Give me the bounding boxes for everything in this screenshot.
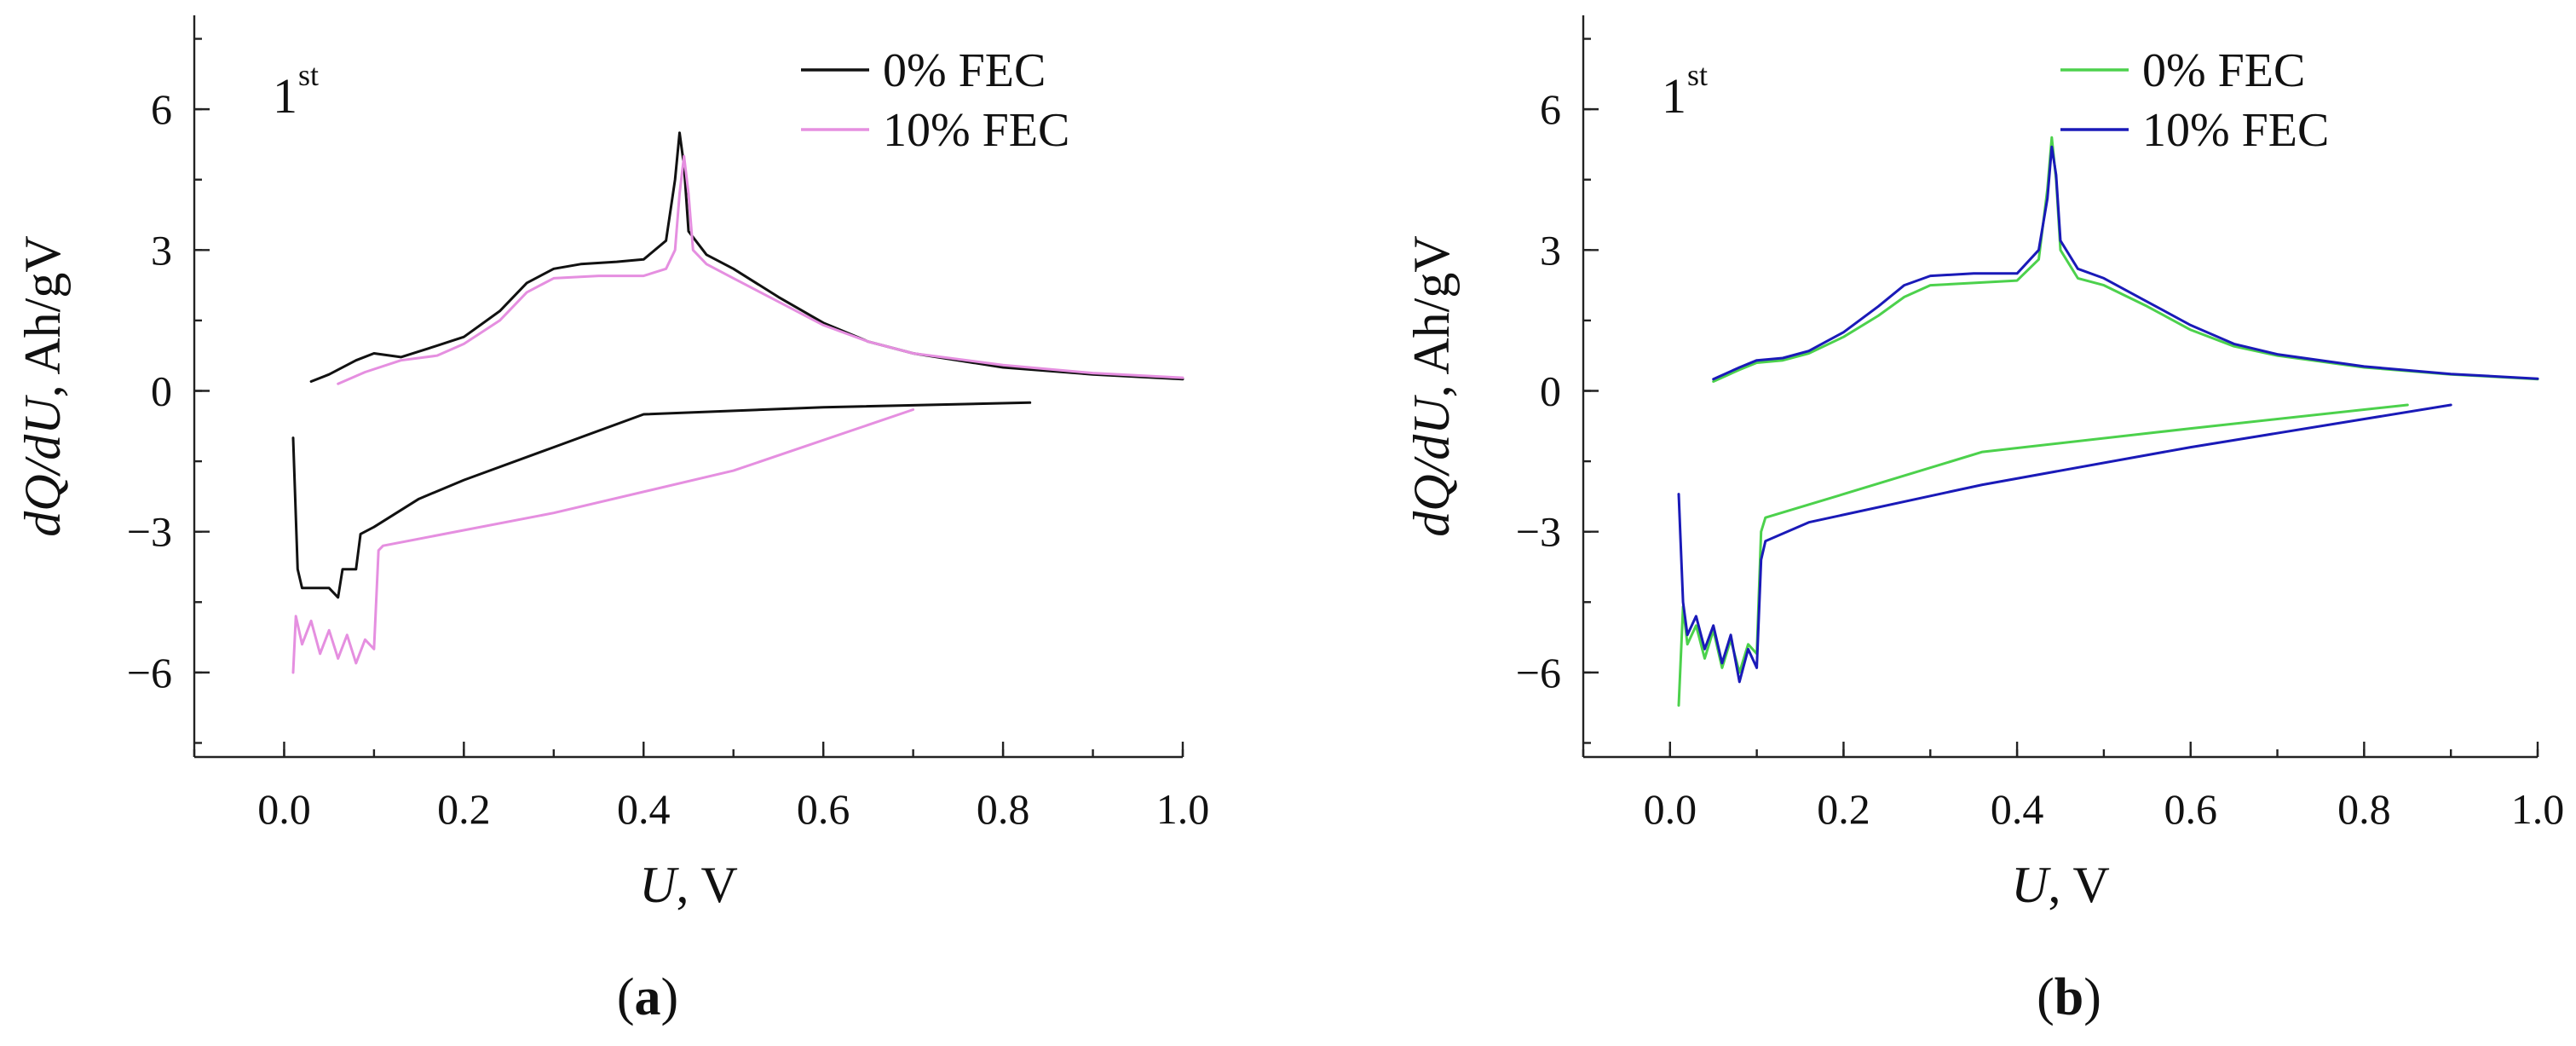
y-tick-label: −6	[127, 649, 172, 696]
legend-label: 10% FEC	[883, 104, 1069, 157]
series-line-0-fec	[1714, 137, 2538, 381]
x-axis-label: U, V	[2011, 857, 2110, 913]
y-axis-label: dQ/dU, Ah/gV	[1403, 235, 1460, 536]
y-axis-label: dQ/dU, Ah/gV	[14, 235, 71, 536]
x-tick-label: 1.0	[2511, 785, 2565, 833]
series-line-0-fec-discharge-	[293, 402, 1030, 598]
x-tick-label: 0.8	[977, 785, 1030, 833]
x-tick-label: 0.4	[1991, 785, 2044, 833]
x-tick-label: 0.2	[437, 785, 491, 833]
series-line-0-fec	[311, 133, 1183, 382]
legend-label: 0% FEC	[2142, 44, 2305, 97]
panel-label: (b)	[2037, 968, 2101, 1026]
y-tick-label: 3	[151, 226, 172, 274]
y-tick-label: 6	[1540, 85, 1561, 133]
cycle-annotation: 1	[1662, 68, 1686, 124]
chart-panel-a: 0.0 0.2 0.4 0.6 0.8 1.0 −6 −3 0 3 6 0% FEC 10% FEC 1 s…	[14, 15, 1209, 1026]
x-tick-label: 0.2	[1817, 785, 1870, 833]
y-tick-label: 0	[1540, 367, 1561, 415]
x-tick-label: 1.0	[1156, 785, 1210, 833]
panel-label: (a)	[617, 968, 678, 1026]
x-tick-label: 0.6	[797, 785, 850, 833]
y-tick-label: 3	[1540, 226, 1561, 274]
y-tick-label: −6	[1516, 649, 1561, 696]
y-tick-label: 6	[151, 85, 172, 133]
series-line-10-fec-discharge-	[1679, 405, 2451, 682]
series-line-0-fec-discharge-	[1679, 405, 2407, 705]
x-tick-label: 0.6	[2164, 785, 2217, 833]
cycle-annotation-superscript: st	[298, 58, 319, 92]
cycle-annotation: 1	[273, 68, 297, 124]
y-tick-label: 0	[151, 367, 172, 415]
x-tick-label: 0.4	[617, 785, 671, 833]
figure-canvas: 0.0 0.2 0.4 0.6 0.8 1.0−6−30360% FEC10% FEC1 s…	[0, 0, 2576, 1046]
x-tick-label: 0.8	[2337, 785, 2391, 833]
x-axis-label: U, V	[639, 857, 738, 913]
chart-panel-b: 0.0 0.2 0.4 0.6 0.8 1.0 −6 −3 0 3 6 0% FEC 10% FEC 1 s…	[1403, 15, 2564, 1026]
cycle-annotation-superscript: st	[1687, 58, 1708, 92]
y-tick-label: −3	[1516, 508, 1561, 556]
series-line-10-fec-discharge-	[293, 410, 913, 673]
series-line-10-fec	[1714, 147, 2538, 379]
legend-label: 10% FEC	[2142, 104, 2329, 157]
y-tick-label: −3	[127, 508, 172, 556]
legend-label: 0% FEC	[883, 44, 1046, 97]
x-tick-label: 0.0	[1644, 785, 1697, 833]
series-line-10-fec	[338, 156, 1183, 384]
x-tick-label: 0.0	[257, 785, 311, 833]
